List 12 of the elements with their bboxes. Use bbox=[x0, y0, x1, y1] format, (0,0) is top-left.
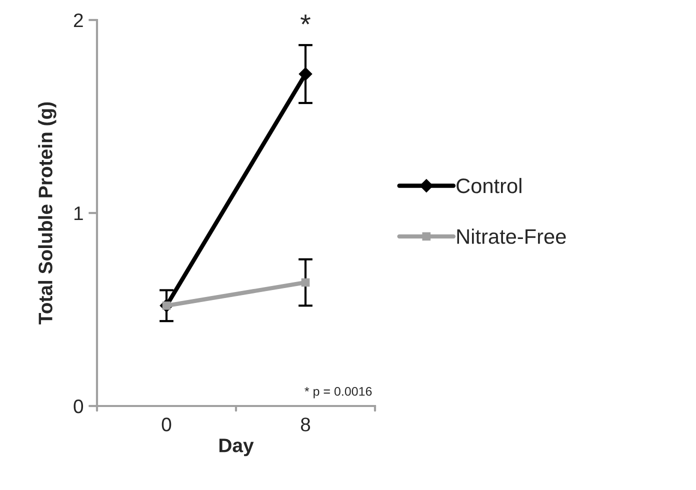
point bbox=[301, 278, 310, 287]
x-tick-label: 8 bbox=[300, 418, 310, 432]
y-tick-label: 2 bbox=[74, 13, 83, 28]
legend-label: Nitrate-Free bbox=[457, 228, 566, 244]
x-axis-title: Day bbox=[219, 438, 254, 456]
y-tick-label: 0 bbox=[74, 399, 84, 414]
legend-label: Control bbox=[456, 178, 522, 194]
point bbox=[298, 67, 312, 81]
y-tick-label: 1 bbox=[74, 206, 83, 220]
annotation: * p = 0.0016 bbox=[304, 386, 372, 398]
annotation: * bbox=[300, 14, 310, 24]
y-axis-title: Total Soluble Protein (g) bbox=[38, 102, 56, 324]
